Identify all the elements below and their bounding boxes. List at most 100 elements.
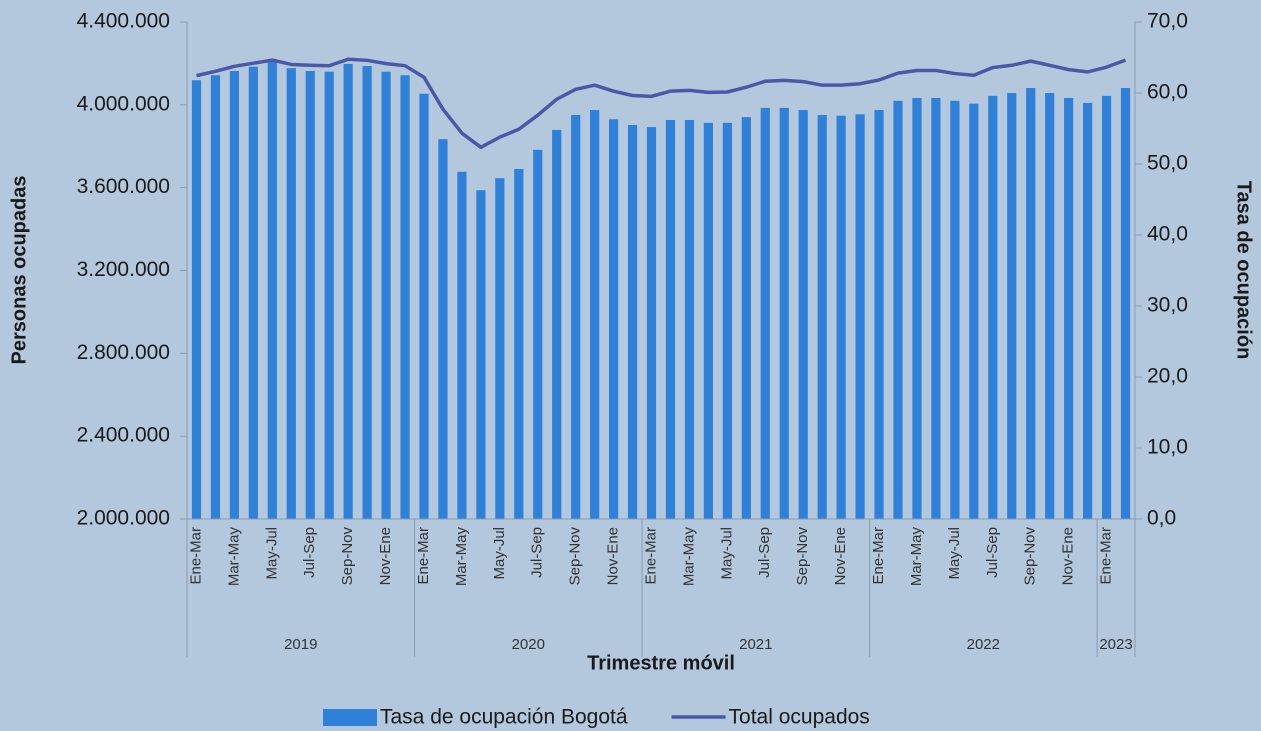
y-tick-label: 3.600.000 — [77, 175, 170, 198]
x-tick-label: Nov-Ene — [377, 527, 394, 585]
bar — [305, 70, 315, 520]
bar — [836, 115, 846, 519]
bar — [571, 115, 581, 519]
bar — [552, 129, 562, 520]
bar — [267, 61, 277, 519]
bar — [495, 178, 505, 519]
y-tick-label: 2.000.000 — [77, 507, 170, 530]
bar — [646, 127, 657, 519]
bar — [476, 190, 486, 519]
bar — [855, 114, 865, 520]
bar — [457, 171, 467, 519]
bar — [684, 119, 695, 519]
legend-label: Tasa de ocupación Bogotá — [380, 706, 628, 729]
x-tick-label: Nov-Ene — [1060, 527, 1077, 585]
bar — [514, 168, 524, 519]
x-tick-label: Mar-May — [453, 527, 470, 587]
x-axis-title: Trimestre móvil — [587, 652, 735, 674]
y2-tick-label: 40,0 — [1147, 223, 1188, 246]
y2-axis-title: Tasa de ocupación — [1233, 181, 1255, 360]
bar — [969, 103, 979, 520]
x-tick-label: Mar-May — [680, 527, 697, 587]
x-tick-label: Ene-Mar — [415, 527, 432, 585]
x-tick-label: May-Jul — [263, 527, 280, 580]
y2-tick-label: 50,0 — [1147, 152, 1188, 175]
bar — [988, 95, 998, 519]
y-tick-label: 3.200.000 — [77, 258, 170, 281]
bar — [1045, 93, 1055, 519]
x-tick-label: Jul-Sep — [756, 527, 773, 578]
bar — [229, 70, 239, 520]
bar — [210, 75, 221, 519]
x-tick-label: Jul-Sep — [301, 527, 318, 578]
year-label: 2022 — [967, 636, 1000, 653]
bar — [533, 149, 543, 520]
year-label: 2021 — [739, 636, 772, 653]
bar — [1120, 88, 1131, 519]
year-label: 2020 — [512, 636, 545, 653]
x-tick-label: Ene-Mar — [187, 527, 204, 585]
y2-tick-label: 10,0 — [1147, 436, 1188, 459]
x-tick-label: Mar-May — [908, 527, 925, 587]
x-tick-label: Mar-May — [225, 527, 242, 587]
bar — [798, 110, 808, 519]
x-tick-label: Sep-Nov — [1022, 527, 1039, 586]
y2-tick-label: 70,0 — [1147, 10, 1188, 33]
x-tick-label: Nov-Ene — [605, 527, 622, 585]
bar — [627, 124, 638, 519]
bar — [286, 68, 296, 520]
x-tick-label: May-Jul — [491, 527, 508, 580]
y-tick-label: 2.800.000 — [77, 341, 170, 364]
x-tick-label: May-Jul — [946, 527, 963, 580]
x-tick-label: Nov-Ene — [832, 527, 849, 585]
bar — [703, 122, 713, 519]
bar — [324, 71, 334, 519]
y-tick-label: 4.000.000 — [77, 92, 170, 115]
bar — [609, 119, 619, 520]
x-tick-label: Ene-Mar — [870, 527, 887, 585]
bar — [722, 122, 732, 519]
bar — [1064, 97, 1074, 519]
bar — [381, 71, 391, 519]
y2-tick-label: 0,0 — [1147, 507, 1176, 530]
x-tick-label: Jul-Sep — [984, 527, 1001, 578]
bar — [419, 93, 429, 520]
x-tick-label: Sep-Nov — [794, 527, 811, 586]
bar — [893, 100, 903, 519]
bar — [1026, 88, 1036, 519]
y2-tick-label: 60,0 — [1147, 81, 1188, 104]
year-label: 2023 — [1099, 636, 1132, 653]
bar — [400, 75, 410, 519]
bar — [874, 110, 884, 519]
bar — [912, 97, 922, 519]
year-label: 2019 — [284, 636, 317, 653]
bar — [1007, 93, 1017, 519]
x-tick-label: Ene-Mar — [642, 527, 659, 585]
x-tick-label: May-Jul — [718, 527, 735, 580]
bar — [1083, 102, 1093, 519]
y2-tick-label: 20,0 — [1147, 365, 1188, 388]
bar — [741, 117, 751, 519]
legend-swatch — [323, 709, 377, 726]
y-tick-label: 4.400.000 — [77, 10, 170, 33]
line — [196, 57, 1127, 150]
y-tick-label: 2.400.000 — [77, 424, 170, 447]
legend-label: Total ocupados — [729, 706, 870, 729]
bar — [817, 115, 827, 519]
x-tick-label: Ene-Mar — [1098, 527, 1115, 585]
bar — [779, 107, 789, 519]
x-tick-label: Sep-Nov — [339, 527, 356, 586]
bar — [343, 63, 353, 519]
bar — [760, 107, 770, 519]
bar — [950, 100, 960, 519]
bar — [438, 139, 448, 519]
bar — [191, 80, 202, 519]
bar — [1101, 95, 1112, 519]
x-tick-label: Jul-Sep — [529, 527, 546, 578]
y2-tick-label: 30,0 — [1147, 294, 1188, 317]
x-tick-label: Sep-Nov — [567, 527, 584, 586]
bar — [931, 97, 941, 519]
bar — [590, 110, 600, 519]
y-axis-title: Personas ocupadas — [8, 176, 30, 365]
